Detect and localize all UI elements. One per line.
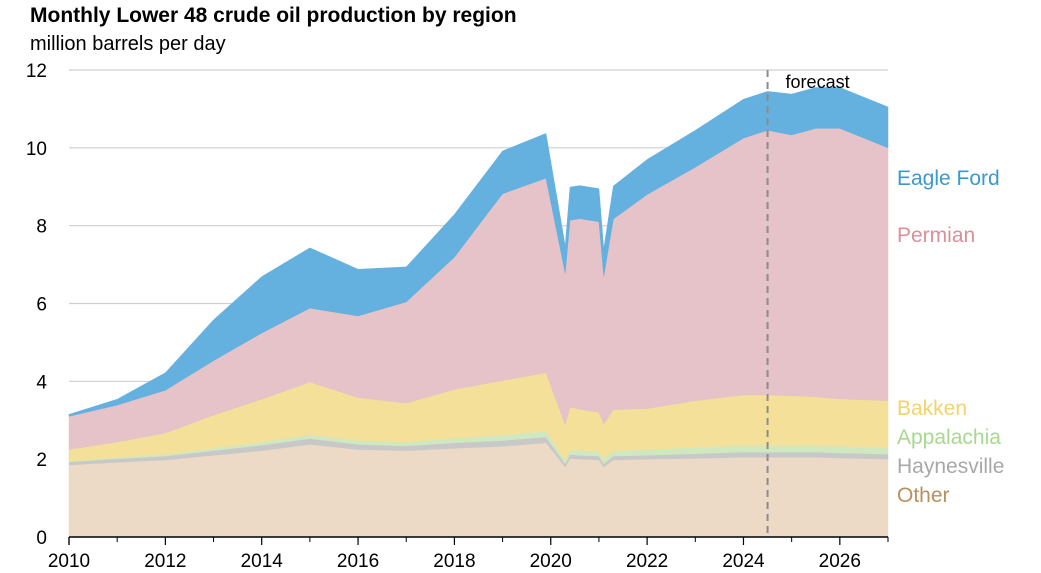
legend-label-bakken: Bakken: [897, 397, 967, 420]
forecast-label: forecast: [786, 72, 850, 92]
x-tick-label-2010: 2010: [48, 551, 90, 572]
y-axis-unit-label: million barrels per day: [30, 33, 226, 55]
area-eagle-ford: [68, 87, 889, 417]
x-tick-label-2014: 2014: [241, 551, 284, 572]
x-tick-label-2016: 2016: [337, 551, 379, 572]
legend-label-permian: Permian: [897, 224, 975, 247]
chart-title: Monthly Lower 48 crude oil production by…: [30, 4, 517, 27]
legend: Eagle Ford Permian Bakken Appalachia Haynesv…: [897, 167, 1004, 507]
x-tick-label-2024: 2024: [722, 551, 765, 572]
x-tick-label-2022: 2022: [626, 551, 668, 572]
legend-label-appalachia: Appalachia: [897, 426, 1001, 449]
x-tick-label-2020: 2020: [530, 551, 572, 572]
legend-label-eagle-ford: Eagle Ford: [897, 167, 1000, 190]
legend-label-haynesville: Haynesville: [897, 455, 1004, 478]
y-tick-label-10: 10: [26, 139, 47, 160]
y-tick-label-2: 2: [36, 450, 47, 471]
legend-label-other: Other: [897, 484, 950, 507]
y-axis: 0 2 4 6 8 10 12: [26, 61, 48, 549]
y-tick-label-0: 0: [36, 528, 47, 549]
forecast-marker: forecast: [766, 70, 850, 537]
y-tick-label-4: 4: [36, 372, 47, 393]
y-tick-label-6: 6: [36, 295, 47, 316]
x-axis: 2010 2012 2014 2016 2018 2020 2022 2024 2026: [48, 536, 889, 572]
x-tick-label-2026: 2026: [819, 551, 861, 572]
y-tick-label-8: 8: [36, 217, 47, 238]
x-tick-label-2018: 2018: [433, 551, 475, 572]
y-tick-label-12: 12: [26, 61, 47, 82]
stacked-areas: [68, 87, 889, 538]
x-tick-label-2012: 2012: [144, 551, 186, 572]
